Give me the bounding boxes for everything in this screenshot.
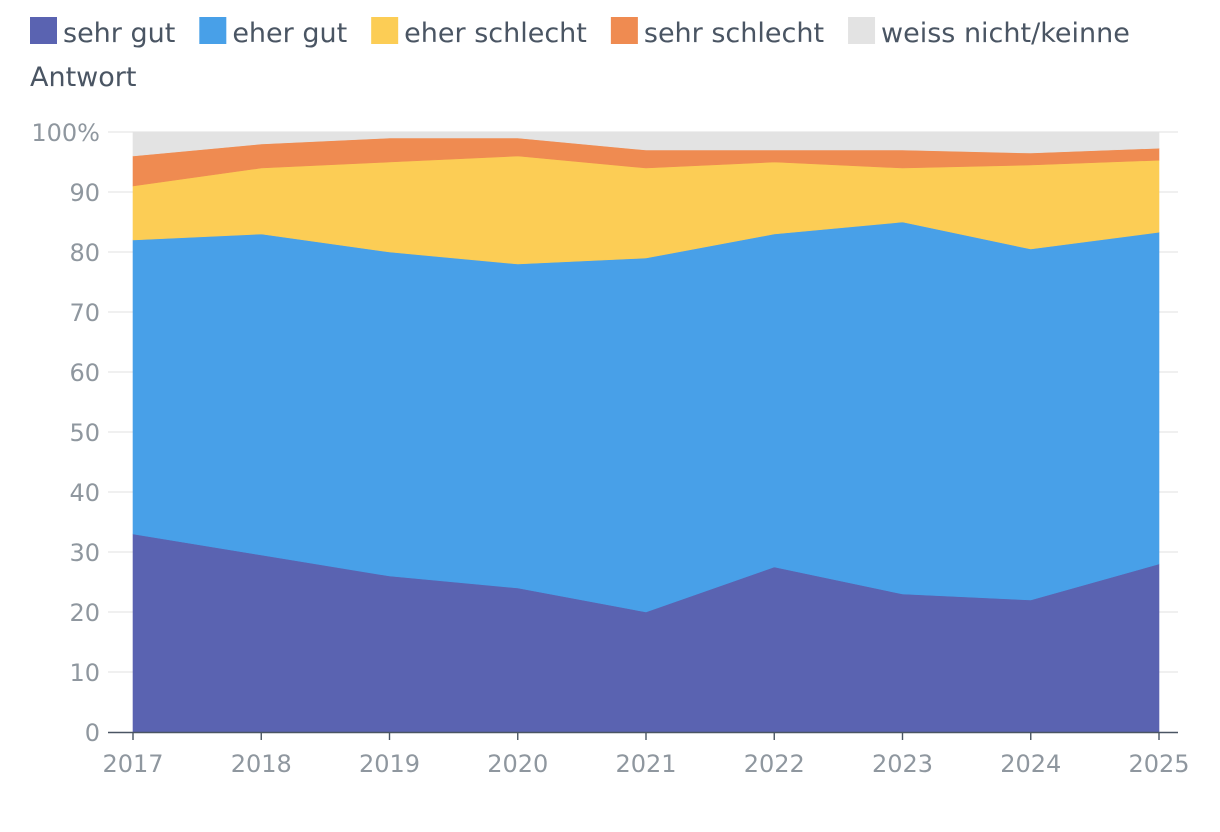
x-tick-label-2025: 2025 <box>1128 750 1189 778</box>
y-tick-label-70: 70 <box>69 299 100 327</box>
legend-label-sehr-schlecht: sehr schlecht <box>644 18 824 49</box>
legend-swatch-eher-gut <box>199 17 227 44</box>
plot-areas <box>132 131 1160 733</box>
x-tick-label-2018: 2018 <box>231 750 292 778</box>
y-tick-label-90: 90 <box>69 179 100 207</box>
y-tick-label-40: 40 <box>69 479 100 507</box>
y-tick-label-60: 60 <box>69 359 100 387</box>
legend-label-antwort: Antwort <box>30 62 136 93</box>
axes: 0 10 20 30 40 50 60 70 80 90 100% 2017 2018 2019 2020 2… <box>31 119 1189 778</box>
x-tick-label-2024: 2024 <box>1000 750 1061 778</box>
y-tick-label-10: 10 <box>69 659 100 687</box>
area-weiss-nicht-keinne-antwort <box>132 131 1160 157</box>
y-tick-label-20: 20 <box>69 599 100 627</box>
legend-label-eher-schlecht: eher schlecht <box>404 18 587 49</box>
x-tick-label-2021: 2021 <box>615 750 676 778</box>
legend-label-sehr-gut: sehr gut <box>63 18 175 49</box>
y-tick-label-100: 100% <box>31 119 100 147</box>
legend-swatch-sehr-gut <box>30 17 57 44</box>
legend-swatch-weiss-nicht-keinne-antwort <box>848 17 876 44</box>
legend-label-eher-gut: eher gut <box>232 18 347 49</box>
x-tick-label-2020: 2020 <box>487 750 548 778</box>
legend-swatch-sehr-schlecht <box>610 17 638 44</box>
x-tick-label-2022: 2022 <box>744 750 805 778</box>
legend-swatch-eher-schlecht <box>371 17 399 44</box>
y-tick-label-80: 80 <box>69 239 100 267</box>
y-tick-label-50: 50 <box>69 419 100 447</box>
x-tick-label-2017: 2017 <box>102 750 163 778</box>
y-tick-label-0: 0 <box>85 719 100 747</box>
x-tick-label-2019: 2019 <box>359 750 420 778</box>
legend: sehr gut eher gut eher schlecht sehr schlec… <box>30 17 1130 93</box>
x-tick-label-2023: 2023 <box>872 750 933 778</box>
area-eher-gut <box>132 221 1160 613</box>
legend-label-weiss-nicht-keinne: weiss nicht/keinne <box>881 18 1130 49</box>
y-tick-label-30: 30 <box>69 539 100 567</box>
